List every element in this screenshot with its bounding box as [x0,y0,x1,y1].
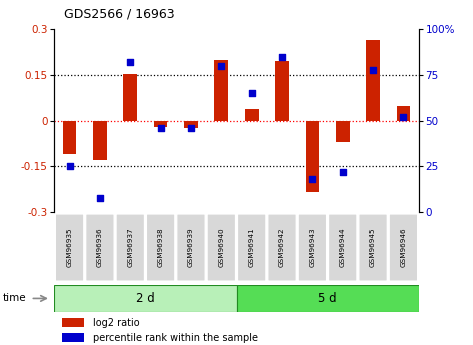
Point [308,177,316,182]
Point [278,54,286,59]
Bar [154,121,167,127]
Text: time: time [2,294,26,303]
Bar [366,40,380,121]
Text: GSM96941: GSM96941 [249,228,254,267]
Point [248,90,255,96]
Text: GSM96939: GSM96939 [188,228,194,267]
Bar [214,60,228,121]
Bar [63,121,77,154]
Text: GSM96936: GSM96936 [97,228,103,267]
Text: GSM96942: GSM96942 [279,228,285,267]
Point [66,164,73,169]
Bar [245,109,259,121]
Text: GSM96935: GSM96935 [67,228,72,267]
Text: GSM96945: GSM96945 [370,228,376,267]
Bar [61,318,84,327]
Point [400,114,407,120]
FancyBboxPatch shape [237,214,266,281]
Point [187,125,195,131]
FancyBboxPatch shape [116,214,145,281]
FancyBboxPatch shape [55,214,84,281]
FancyBboxPatch shape [177,214,205,281]
Bar [54,285,237,312]
FancyBboxPatch shape [207,214,236,281]
FancyBboxPatch shape [328,214,357,281]
Point [218,63,225,69]
Bar [306,121,319,193]
Bar [236,285,419,312]
Point [126,59,134,65]
FancyBboxPatch shape [268,214,296,281]
FancyBboxPatch shape [359,214,387,281]
Bar [184,121,198,128]
Point [339,169,347,175]
Text: GSM96940: GSM96940 [219,228,224,267]
Text: 5 d: 5 d [318,292,337,305]
Bar [336,121,350,142]
FancyBboxPatch shape [298,214,327,281]
Text: GSM96938: GSM96938 [158,228,164,267]
Text: GSM96944: GSM96944 [340,228,346,267]
Bar [93,121,107,160]
Text: percentile rank within the sample: percentile rank within the sample [93,333,258,343]
FancyBboxPatch shape [389,214,418,281]
FancyBboxPatch shape [146,214,175,281]
Point [157,125,165,131]
FancyBboxPatch shape [86,214,114,281]
Text: log2 ratio: log2 ratio [93,318,139,328]
Text: GSM96937: GSM96937 [127,228,133,267]
Bar [275,61,289,121]
Bar [61,333,84,342]
Text: GSM96946: GSM96946 [401,228,406,267]
Text: 2 d: 2 d [136,292,155,305]
Text: GSM96943: GSM96943 [309,228,315,267]
Bar [123,73,137,121]
Bar [396,106,410,121]
Point [369,67,377,72]
Point [96,195,104,200]
Text: GDS2566 / 16963: GDS2566 / 16963 [64,8,175,21]
